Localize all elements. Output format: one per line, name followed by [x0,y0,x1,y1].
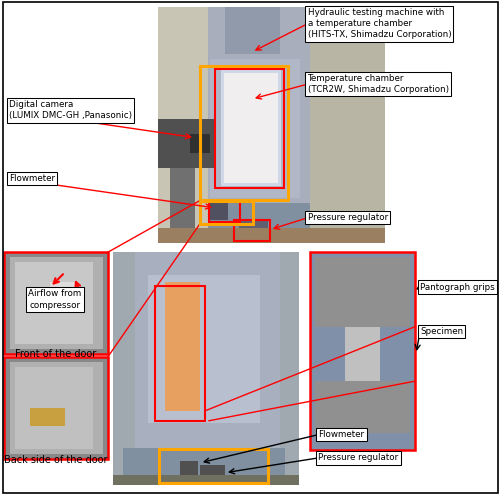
Bar [224,73,278,183]
Bar [310,252,415,450]
Bar [190,134,210,153]
Bar [165,282,200,411]
Text: Pantograph grips: Pantograph grips [420,283,495,292]
Bar [310,252,415,450]
Bar [112,475,299,485]
Bar [10,362,102,454]
Bar [209,201,240,222]
Text: Flowmeter: Flowmeter [318,430,364,439]
Bar [50,282,75,302]
Bar [315,381,410,433]
Bar [310,7,385,243]
Text: Hydraulic testing machine with
a temperature chamber
(HITS-TX, Shimadzu Corporat: Hydraulic testing machine with a tempera… [308,8,451,40]
Bar [239,220,268,240]
Text: Pressure regulator: Pressure regulator [318,453,399,462]
Bar [208,7,310,240]
Bar [112,252,299,485]
Bar [158,228,385,243]
Text: Temperature chamber
(TCR2W, Shimadzu Corporation): Temperature chamber (TCR2W, Shimadzu Cor… [308,74,448,94]
Bar [135,252,280,475]
Bar [315,257,410,327]
Bar [148,275,260,423]
Bar [10,257,102,349]
Text: Digital camera
(LUMIX DMC-GH ,Panasonic): Digital camera (LUMIX DMC-GH ,Panasonic) [9,100,132,120]
Bar [158,119,215,168]
Bar [170,168,195,243]
Bar [208,203,310,243]
Bar [158,7,385,243]
Text: Specimen: Specimen [420,327,463,336]
Bar [210,59,300,198]
Bar [4,357,108,459]
Text: Pressure regulator: Pressure regulator [308,213,388,222]
Bar [4,252,108,354]
Bar [4,357,108,459]
Bar [30,408,65,426]
Bar [4,252,108,354]
Bar [200,66,288,200]
Text: Front of the door: Front of the door [15,349,96,359]
Bar [225,7,280,54]
Bar [158,7,230,243]
Bar [209,203,228,220]
Bar [180,461,198,483]
Bar [159,449,268,483]
Bar [15,367,92,449]
Text: Back side of the door: Back side of the door [4,455,107,465]
Bar [345,327,380,381]
Text: Airflow from
compressor: Airflow from compressor [28,290,82,309]
Bar [15,262,92,344]
Bar [234,220,270,241]
Text: Flowmeter: Flowmeter [9,174,55,183]
Bar [200,201,252,224]
Bar [221,70,281,186]
Bar [122,448,285,485]
Bar [215,69,284,188]
Bar [200,465,225,483]
Bar [155,286,205,421]
